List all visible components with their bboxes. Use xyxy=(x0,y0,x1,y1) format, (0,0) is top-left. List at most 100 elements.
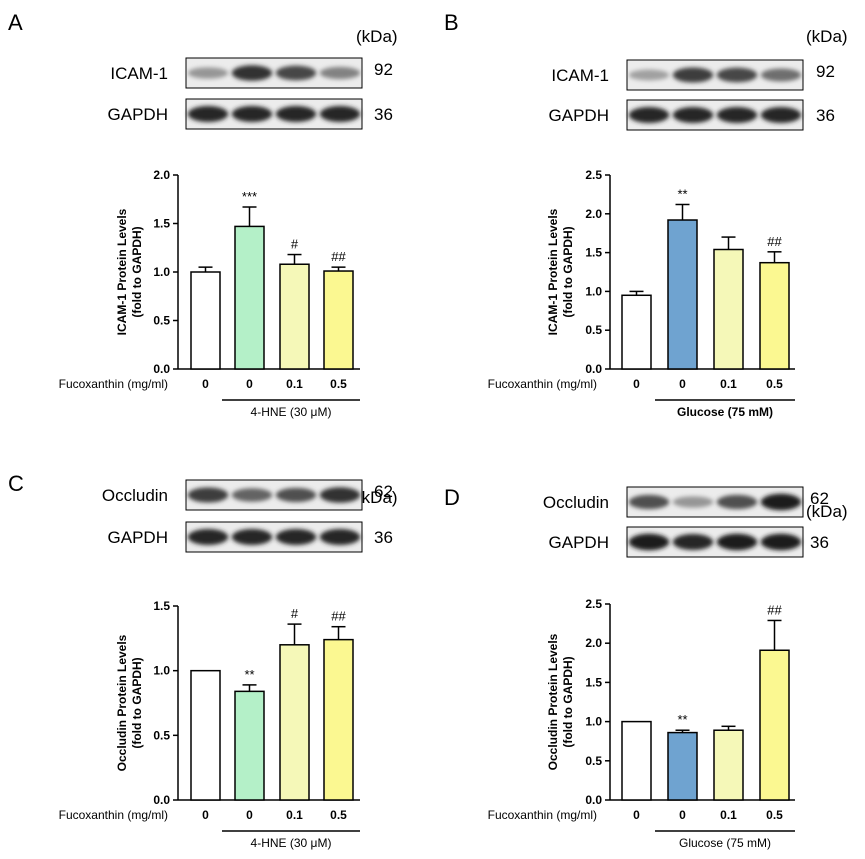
y-axis-label: ICAM-1 Protein Levels(fold to GAPDH) xyxy=(546,208,575,335)
significance-mark: ** xyxy=(677,186,687,201)
panel-letter: D xyxy=(444,485,460,510)
group-label: 4-HNE (30 μM) xyxy=(251,405,332,419)
group-label: Glucose (75 mM) xyxy=(679,836,771,850)
protein-blot-band xyxy=(187,67,229,79)
y-tick-label: 1.5 xyxy=(585,246,602,260)
y-tick-label: 0.0 xyxy=(585,362,602,376)
significance-mark: # xyxy=(291,237,299,252)
treatment-label: Fucoxanthin (mg/ml) xyxy=(59,377,168,391)
protein-blot-band xyxy=(716,494,758,510)
category-label: 0 xyxy=(202,808,209,822)
panel-letter: C xyxy=(8,471,24,496)
panel-a: A (kDa) ICAM-1 GAPDH 92 36 0.0 0.5 1.0 1.5 2.0 ICAM… xyxy=(8,10,398,419)
protein-blot-band xyxy=(760,493,802,511)
bar xyxy=(234,690,265,801)
bar xyxy=(279,644,310,801)
protein-mw: 62 xyxy=(374,482,393,501)
protein-mw: 62 xyxy=(810,489,829,508)
category-label: 0 xyxy=(246,377,253,391)
gapdh-blot-band xyxy=(231,106,273,122)
significance-mark: ## xyxy=(331,249,346,264)
category-label: 0.5 xyxy=(330,808,347,822)
bar xyxy=(667,731,698,801)
y-axis-label: Occludin Protein Levels(fold to GAPDH) xyxy=(115,634,144,771)
category-label: 0.5 xyxy=(766,377,783,391)
bar xyxy=(667,219,698,370)
significance-mark: # xyxy=(291,606,299,621)
gapdh-blot-band xyxy=(760,107,802,123)
bar xyxy=(621,720,652,801)
bar xyxy=(234,225,265,370)
gapdh-blot-band xyxy=(275,106,317,122)
panel-c: C (kDa) Occludin GAPDH 62 36 0.0 0.5 1.0 1.5 Occlu… xyxy=(8,471,398,850)
gapdh-blot-band xyxy=(275,529,317,545)
significance-mark: ## xyxy=(331,609,346,624)
y-tick-label: 0.5 xyxy=(585,323,602,337)
gapdh-blot-band xyxy=(628,107,670,123)
kda-label: (kDa) xyxy=(806,502,848,521)
kda-label: (kDa) xyxy=(806,27,848,46)
protein-mw: 92 xyxy=(374,60,393,79)
bar xyxy=(323,270,354,370)
protein-blot-band xyxy=(760,68,802,82)
gapdh-blot-band xyxy=(319,106,361,122)
gapdh-name: GAPDH xyxy=(108,528,168,547)
gapdh-mw: 36 xyxy=(374,528,393,547)
significance-mark: ** xyxy=(244,667,254,682)
protein-name: ICAM-1 xyxy=(110,64,168,83)
protein-blot-band xyxy=(716,67,758,83)
significance-mark: ## xyxy=(767,234,782,249)
protein-blot-band xyxy=(231,65,273,81)
gapdh-blot-band xyxy=(187,106,229,122)
protein-blot-band xyxy=(275,487,317,503)
gapdh-name: GAPDH xyxy=(108,105,168,124)
category-label: 0.1 xyxy=(286,377,303,391)
y-tick-label: 2.0 xyxy=(585,636,602,650)
protein-blot-band xyxy=(187,487,229,503)
category-label: 0.1 xyxy=(286,808,303,822)
bar xyxy=(279,263,310,370)
protein-blot-band xyxy=(672,67,714,83)
gapdh-blot-band xyxy=(760,533,802,551)
panel-letter: A xyxy=(8,10,23,35)
bar xyxy=(190,271,221,370)
y-tick-label: 0.5 xyxy=(153,728,170,742)
protein-blot-band xyxy=(628,69,670,81)
protein-name: Occludin xyxy=(102,486,168,505)
category-label: 0 xyxy=(202,377,209,391)
y-axis-label: Occludin Protein Levels(fold to GAPDH) xyxy=(546,633,575,770)
gapdh-blot-band xyxy=(716,533,758,551)
protein-name: ICAM-1 xyxy=(551,66,609,85)
y-axis-label: ICAM-1 Protein Levels(fold to GAPDH) xyxy=(115,208,144,335)
protein-blot-band xyxy=(319,487,361,503)
treatment-label: Fucoxanthin (mg/ml) xyxy=(488,808,597,822)
gapdh-blot-band xyxy=(672,107,714,123)
treatment-label: Fucoxanthin (mg/ml) xyxy=(59,808,168,822)
gapdh-name: GAPDH xyxy=(549,106,609,125)
category-label: 0 xyxy=(246,808,253,822)
significance-mark: *** xyxy=(242,189,257,204)
bar xyxy=(759,261,790,370)
protein-blot-band xyxy=(319,66,361,80)
category-label: 0 xyxy=(679,377,686,391)
bar xyxy=(713,729,744,801)
category-label: 0.5 xyxy=(766,808,783,822)
protein-mw: 92 xyxy=(816,62,835,81)
gapdh-name: GAPDH xyxy=(549,533,609,552)
panel-d: D (kDa) Occludin GAPDH 62 36 0.0 0.5 1.0 1.5 2.0 2.… xyxy=(444,485,848,850)
gapdh-blot-band xyxy=(628,533,670,551)
kda-label: (kDa) xyxy=(356,488,398,507)
gapdh-mw: 36 xyxy=(374,105,393,124)
category-label: 0.1 xyxy=(720,808,737,822)
group-label: 4-HNE (30 μM) xyxy=(251,836,332,850)
y-tick-label: 1.0 xyxy=(585,715,602,729)
y-tick-label: 1.0 xyxy=(585,284,602,298)
significance-mark: ** xyxy=(677,712,687,727)
y-tick-label: 0.0 xyxy=(585,793,602,807)
y-tick-label: 0.5 xyxy=(153,314,170,328)
y-tick-label: 2.5 xyxy=(585,168,602,182)
gapdh-mw: 36 xyxy=(810,533,829,552)
category-label: 0 xyxy=(633,377,640,391)
y-tick-label: 0.5 xyxy=(585,754,602,768)
